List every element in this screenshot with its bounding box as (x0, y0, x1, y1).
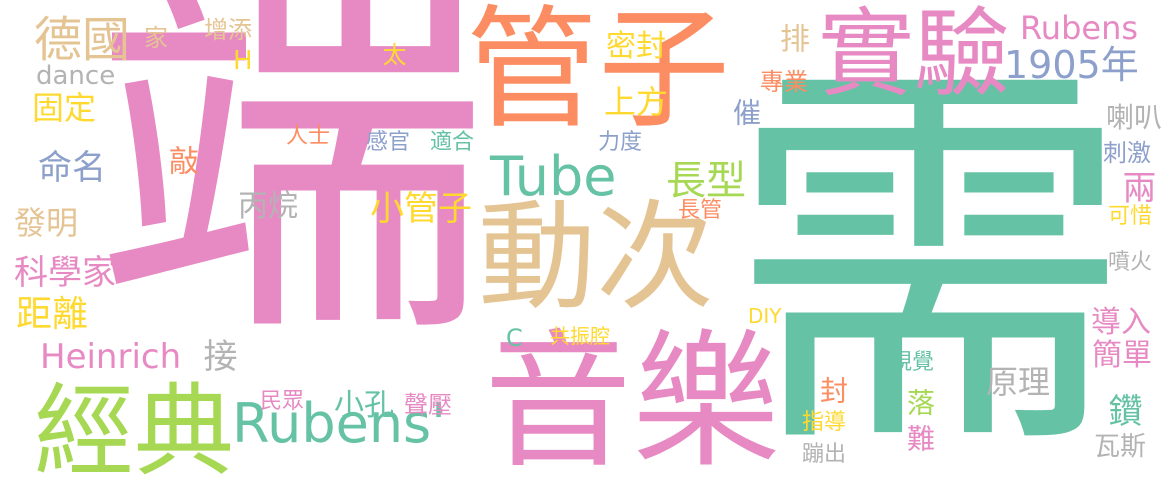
word-cui: 催 (729, 98, 762, 126)
word-h: H (233, 46, 253, 76)
word-tube: Tube (490, 145, 617, 208)
word-minzhong: 民眾 (260, 389, 305, 414)
word-heinrich: Heinrich (40, 337, 182, 377)
word-luo: 落 (903, 388, 936, 416)
word-ganguan: 感官 (366, 130, 411, 155)
word-bengchu: 蹦出 (802, 442, 847, 467)
word-rubens: Rubens (1020, 9, 1139, 47)
word-shengya: 聲壓 (404, 391, 452, 419)
word-zuan: 鑽 (1102, 393, 1142, 427)
word-shijue: 視覺 (890, 350, 935, 375)
word-zhuanye: 專業 (760, 68, 808, 96)
word-nan: 難 (903, 424, 936, 452)
word-gongzhenqiang: 共振腔 (550, 324, 610, 348)
word-changguan: 長管 (678, 198, 723, 223)
word-zhidao: 指導 (802, 410, 847, 435)
word-mifeng: 密封 (606, 29, 666, 64)
word-c: C (506, 324, 523, 352)
word-yinyue: 音樂 (484, 316, 780, 482)
word-xiaoguanzi: 小管子 (370, 189, 472, 229)
word-xu: 需 (728, 29, 1132, 482)
word-feng: 封 (816, 376, 849, 404)
word-deguo: 德國 (34, 12, 131, 68)
word-jia: 家 (144, 24, 168, 52)
word-dongci: 動次 (478, 188, 715, 326)
word-shangfang: 上方 (604, 83, 669, 121)
word-lidu: 力度 (598, 130, 643, 155)
word-ciji: 刺激 (1103, 139, 1151, 167)
word-shiyan: 實驗 (818, 0, 1010, 110)
word-guanzi: 管子 (466, 0, 730, 147)
word-zengtian: 增添 (204, 16, 252, 44)
word-guding: 固定 (32, 89, 97, 127)
word-duan: 端 (92, 0, 490, 386)
word-bingwan: 丙烷 (238, 189, 298, 224)
word-juli: 距離 (16, 294, 89, 335)
word-wasi: 瓦斯 (1094, 432, 1147, 462)
word-jiandan: 簡單 (1092, 338, 1152, 373)
word-rubens-possessive: Rubens' (232, 392, 447, 455)
word-yuanli: 原理 (986, 363, 1051, 401)
word-1905: 1905年 (1004, 43, 1139, 87)
word-jingdian: 經典 (34, 373, 234, 482)
word-renshi: 人士 (286, 124, 331, 149)
word-mingming: 命名 (38, 148, 106, 188)
word-tai: 太 (378, 42, 406, 66)
word-qiao: 敲 (163, 145, 198, 175)
word-kexuejia: 科學家 (14, 253, 116, 293)
word-changxing: 長型 (666, 158, 746, 204)
word-pai: 排 (774, 23, 809, 53)
word-daoru: 導入 (1091, 305, 1151, 340)
word-liang: 兩 (1116, 170, 1156, 204)
word-shihe: 適合 (430, 130, 475, 155)
word-kexi: 可惜 (1108, 204, 1153, 229)
word-dance: dance (36, 61, 116, 91)
word-faming: 發明 (14, 204, 79, 242)
word-xiaokong: 小孔 (334, 388, 394, 423)
word-penhuo: 噴火 (1108, 250, 1153, 275)
word-jie: 接 (197, 338, 237, 372)
word-laba: 喇叭 (1106, 101, 1163, 134)
word-diy: DIY (748, 304, 782, 328)
